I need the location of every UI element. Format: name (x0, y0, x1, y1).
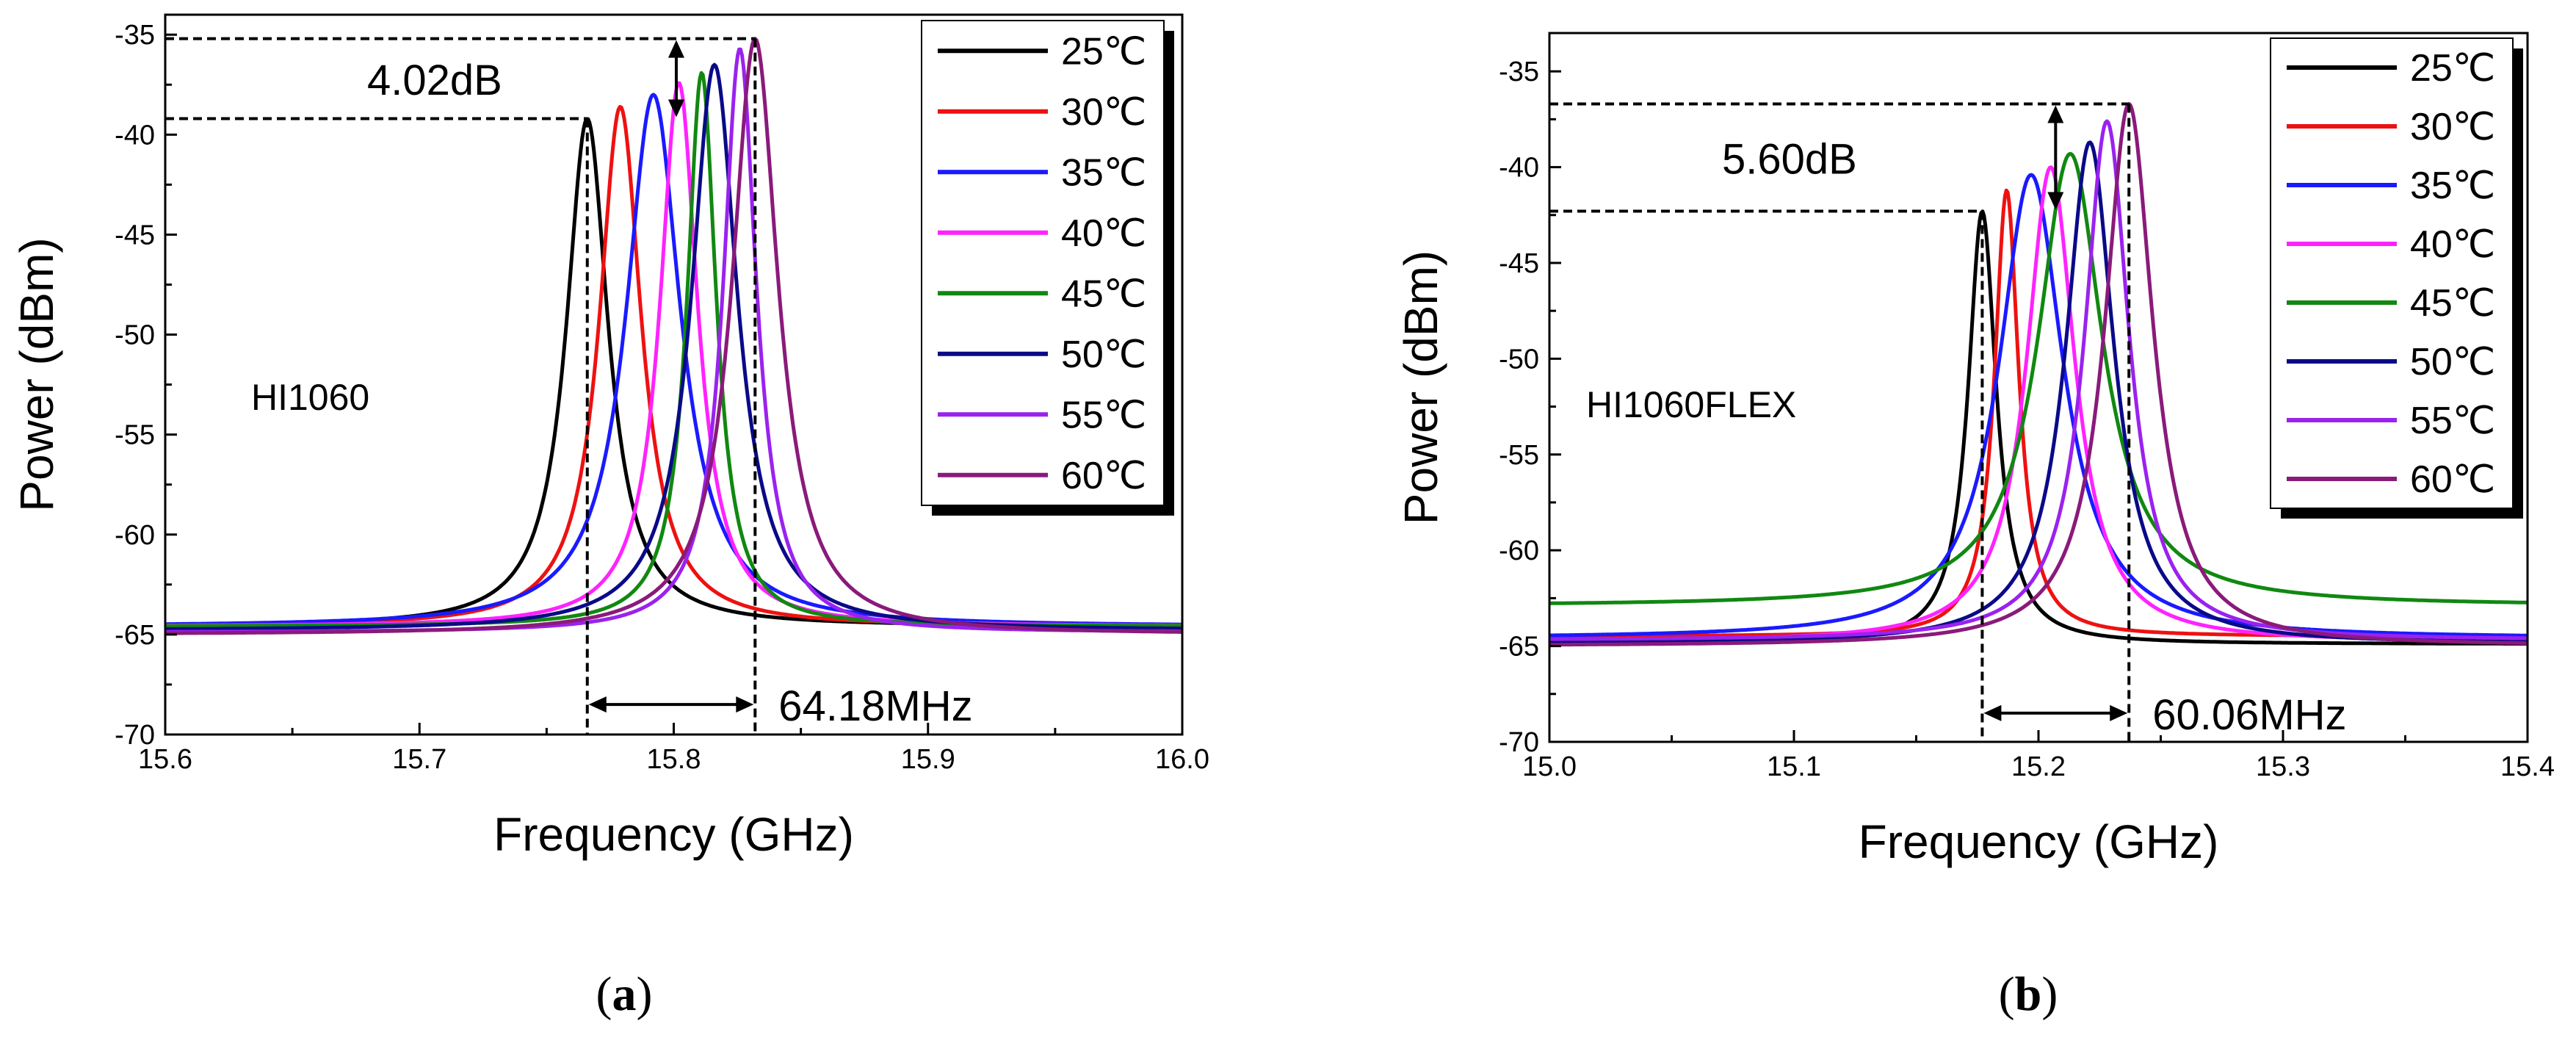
x-tick-label: 15.4 (2500, 751, 2555, 782)
x-tick-label: 15.0 (1522, 751, 1577, 782)
series-line-35c (1549, 173, 2528, 638)
y-axis-label: Power (dBm) (10, 237, 63, 511)
legend-label-60c: 60℃ (2410, 458, 2495, 501)
arrow-head-up (667, 40, 684, 58)
legend-box (921, 20, 1165, 506)
y-tick-label: -60 (115, 520, 155, 551)
y-tick-label: -65 (115, 620, 155, 651)
y-tick-label: -50 (115, 320, 155, 351)
x-axis-label: Frequency (GHz) (1859, 815, 2219, 868)
arrow-head-up (2047, 105, 2064, 123)
series-line-60c (165, 37, 1182, 635)
arrow-head-right (2110, 704, 2128, 721)
legend-label-55c: 55℃ (1061, 394, 1146, 436)
x-tick-label: 15.9 (901, 744, 955, 775)
x-tick-label: 15.3 (2256, 751, 2310, 782)
legend-label-25c: 25℃ (2410, 47, 2495, 90)
fiber-label: HI1060FLEX (1586, 384, 1796, 425)
power-diff-label: 4.02dB (367, 57, 502, 104)
legend-label-45c: 45℃ (2410, 282, 2495, 325)
legend-label-60c: 60℃ (1061, 455, 1146, 497)
panel-caption-letter: b (2015, 967, 2042, 1021)
series-line-45c (1549, 151, 2528, 605)
legend-label-45c: 45℃ (1061, 273, 1146, 315)
y-tick-label: -40 (115, 120, 155, 151)
freq-shift-label: 60.06MHz (2152, 691, 2346, 739)
legend-label-30c: 30℃ (2410, 106, 2495, 148)
x-axis-label: Frequency (GHz) (493, 808, 854, 861)
panel-caption-letter: a (612, 967, 637, 1021)
legend-label-40c: 40℃ (2410, 223, 2495, 266)
panel-caption: (b) (1999, 967, 2058, 1021)
arrow-head-left (1983, 704, 2002, 721)
arrow-head-left (588, 696, 607, 713)
y-tick-label: -35 (115, 20, 155, 51)
y-tick-label: -50 (1499, 344, 1539, 375)
fiber-label: HI1060 (251, 377, 369, 418)
series-line-50c (165, 62, 1182, 631)
series-line-60c (1549, 102, 2528, 647)
x-tick-label: 15.6 (138, 744, 192, 775)
legend-label-25c: 25℃ (1061, 30, 1146, 73)
series-lines (165, 37, 1182, 635)
y-tick-label: -35 (1499, 57, 1539, 87)
y-tick-label: -40 (1499, 153, 1539, 184)
y-tick-label: -55 (115, 420, 155, 451)
y-tick-label: -65 (1499, 632, 1539, 663)
legend-label-50c: 50℃ (1061, 333, 1146, 376)
y-tick-label: -45 (115, 220, 155, 250)
arrow-head-right (736, 696, 754, 713)
legend-label-55c: 55℃ (2410, 400, 2495, 442)
series-line-35c (165, 93, 1182, 627)
y-tick-label: -45 (1499, 248, 1539, 279)
y-tick-label: -70 (1499, 727, 1539, 758)
legend-label-35c: 35℃ (2410, 165, 2495, 207)
chart-panel-a: 15.6 15.7 15.8 15.9 16.0 -70 -65 -60 -55 -50 -45 -4… (10, 13, 1209, 1021)
legend: 25℃ 30℃ 35℃ 40℃ 45℃ 50℃ 55℃ 60℃ (2270, 37, 2523, 519)
legend: 25℃ 30℃ 35℃ 40℃ 45℃ 50℃ 55℃ 60℃ (921, 20, 1174, 516)
panel-caption: (a) (596, 967, 653, 1021)
x-tick-label: 15.1 (1767, 751, 1821, 782)
series-lines (1549, 102, 2528, 647)
x-tick-label: 15.8 (647, 744, 701, 775)
y-tick-label: -70 (115, 720, 155, 751)
legend-label-30c: 30℃ (1061, 91, 1146, 134)
series-line-55c (1549, 119, 2528, 641)
legend-label-40c: 40℃ (1061, 212, 1146, 255)
x-tick-label: 16.0 (1155, 744, 1209, 775)
y-axis-label: Power (dBm) (1394, 250, 1447, 524)
legend-label-50c: 50℃ (2410, 341, 2495, 383)
legend-label-35c: 35℃ (1061, 151, 1146, 194)
arrow-head-down (667, 99, 684, 118)
chart-panel-b: 15.0 15.1 15.2 15.3 15.4 -70 -65 -60 -55 -50 -45 -4… (1394, 32, 2555, 1021)
x-tick-label: 15.7 (392, 744, 446, 775)
y-tick-label: -60 (1499, 535, 1539, 566)
legend-box (2270, 37, 2514, 509)
freq-shift-label: 64.18MHz (778, 682, 972, 730)
arrow-head-down (2047, 192, 2064, 210)
power-diff-label: 5.60dB (1722, 136, 1857, 184)
y-tick-label: -55 (1499, 440, 1539, 471)
x-tick-label: 15.2 (2011, 751, 2066, 782)
